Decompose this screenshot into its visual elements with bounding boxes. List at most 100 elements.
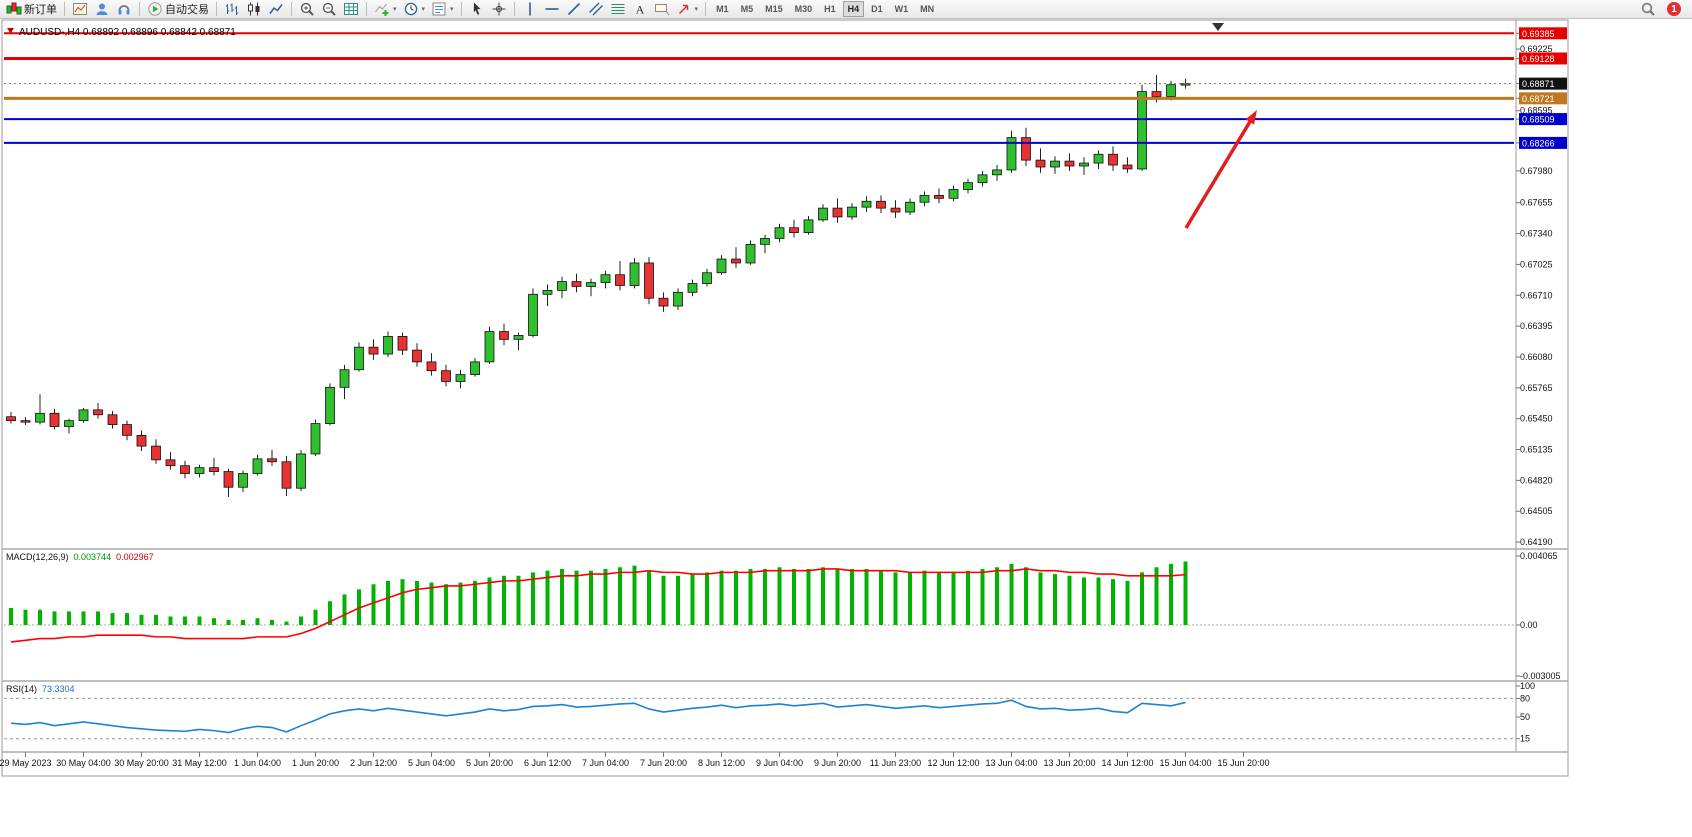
timeframe-button-mn[interactable]: MN — [915, 1, 939, 17]
macd-bar — [342, 594, 347, 625]
periods-button[interactable]: ▾ — [400, 1, 429, 18]
crosshair-button[interactable] — [488, 1, 510, 18]
text-button[interactable]: A — [629, 1, 651, 18]
new-order-button[interactable]: 新订单 — [3, 1, 60, 18]
macd-bar — [531, 572, 535, 625]
candle — [687, 283, 698, 293]
search-icon[interactable] — [1637, 0, 1659, 19]
support-button[interactable] — [113, 1, 135, 18]
timeframe-button-d1[interactable]: D1 — [866, 1, 888, 17]
label-button[interactable] — [651, 1, 673, 18]
candle — [861, 200, 872, 208]
zoom-out-button[interactable] — [318, 1, 340, 18]
timeframe-button-w1[interactable]: W1 — [890, 1, 914, 17]
timeframe-button-m30[interactable]: M30 — [790, 1, 818, 17]
time-axis-label: 5 Jun 04:00 — [408, 758, 455, 768]
timeframe-button-m15[interactable]: M15 — [760, 1, 788, 17]
candle — [1137, 91, 1147, 170]
time-axis[interactable]: 29 May 2023 30 May 04:00 30 May 20:00 31 Ma… — [0, 752, 1270, 768]
candle — [1064, 160, 1075, 167]
toolbar-separator — [366, 2, 367, 16]
candle-chart-button[interactable] — [243, 1, 265, 18]
macd-bar — [299, 616, 303, 625]
macd-bar — [125, 613, 129, 625]
macd-bar — [690, 574, 695, 625]
profiles-icon — [94, 1, 110, 17]
price-scale-label: 0.65450 — [1520, 414, 1553, 424]
candle — [716, 258, 727, 274]
toolbar-separator — [216, 2, 217, 16]
dropdown-arrow-icon[interactable]: ▾ — [421, 6, 426, 13]
candle — [1079, 162, 1089, 167]
auto-trading-button[interactable]: 自动交易 — [144, 1, 212, 18]
toolbar-separator — [460, 2, 462, 16]
cursor-button[interactable] — [466, 1, 488, 18]
line-chart-button[interactable] — [265, 1, 287, 18]
price-scale-label-box — [1519, 77, 1567, 90]
profiles-button[interactable] — [91, 1, 113, 18]
timeframe-button-h1[interactable]: H1 — [819, 1, 841, 17]
time-axis-label: 13 Jun 20:00 — [1043, 758, 1095, 768]
candle — [1108, 153, 1118, 166]
time-axis-label: 5 Jun 20:00 — [466, 758, 513, 768]
zoom-in-button[interactable] — [296, 1, 318, 18]
notification-badge[interactable]: 1 — [1667, 2, 1681, 16]
price-scale-label: 0.68266 — [1522, 138, 1555, 148]
candle — [615, 274, 625, 286]
timeframe-button-m5[interactable]: M5 — [736, 1, 759, 17]
candle — [774, 227, 785, 239]
macd-main-value: 0.003744 — [73, 552, 112, 562]
trendline-button[interactable] — [563, 1, 585, 18]
one-click-trading-toggle[interactable] — [6, 26, 15, 38]
hline-button[interactable] — [541, 1, 563, 18]
macd-bar — [1111, 579, 1115, 625]
indicators-button[interactable]: ▾ — [371, 1, 400, 18]
grid-button[interactable] — [340, 1, 362, 18]
candles-icon — [246, 1, 262, 17]
price-scale-label: 0.68721 — [1522, 94, 1555, 104]
timeframe-button-h4[interactable]: H4 — [842, 1, 865, 17]
candle — [6, 416, 16, 422]
charts-button[interactable] — [69, 1, 91, 18]
macd-bar — [618, 567, 622, 625]
arrows-button[interactable]: ▾ — [673, 1, 702, 18]
channel-button[interactable] — [585, 1, 607, 18]
annotation-arrow-line[interactable] — [1184, 116, 1254, 229]
dropdown-arrow-icon[interactable]: ▾ — [450, 6, 454, 13]
time-axis-label: 30 May 04:00 — [56, 758, 111, 768]
crosshair-icon — [491, 1, 507, 17]
candle — [339, 369, 350, 388]
macd-bar — [197, 616, 202, 625]
candle — [542, 289, 553, 295]
macd-bar — [1140, 572, 1144, 625]
chart-shift-marker[interactable] — [1212, 23, 1224, 31]
candle — [557, 281, 567, 291]
candle — [731, 258, 741, 264]
annotation-arrow-head[interactable] — [1245, 110, 1257, 125]
toolbar-separator — [513, 2, 515, 16]
templates-button[interactable]: ▾ — [428, 1, 457, 18]
dropdown-arrow-icon[interactable]: ▾ — [393, 6, 397, 13]
macd-bar — [748, 568, 753, 625]
macd-bar — [110, 613, 115, 625]
price-scale-label-box — [1519, 27, 1567, 40]
candle — [383, 336, 393, 355]
rsi-scale-label: 15 — [1520, 734, 1530, 744]
timeframe-button-m1[interactable]: M1 — [711, 1, 734, 17]
candle — [122, 424, 132, 436]
macd-panel: 0.004065 0.00 -0.003005 — [4, 551, 1561, 681]
price-scale-label: 0.66080 — [1520, 352, 1553, 362]
vline-button[interactable] — [519, 1, 541, 18]
time-axis-label: 8 Jun 12:00 — [698, 758, 745, 768]
macd-bar — [400, 579, 405, 625]
macd-bar — [1067, 575, 1072, 625]
macd-bar — [1125, 580, 1130, 625]
macd-bar — [516, 575, 521, 625]
fibonacci-button[interactable] — [607, 1, 629, 18]
macd-bar — [328, 601, 332, 625]
bar-chart-button[interactable] — [221, 1, 243, 18]
dropdown-arrow-icon[interactable]: ▾ — [694, 6, 699, 13]
candle — [412, 349, 422, 363]
